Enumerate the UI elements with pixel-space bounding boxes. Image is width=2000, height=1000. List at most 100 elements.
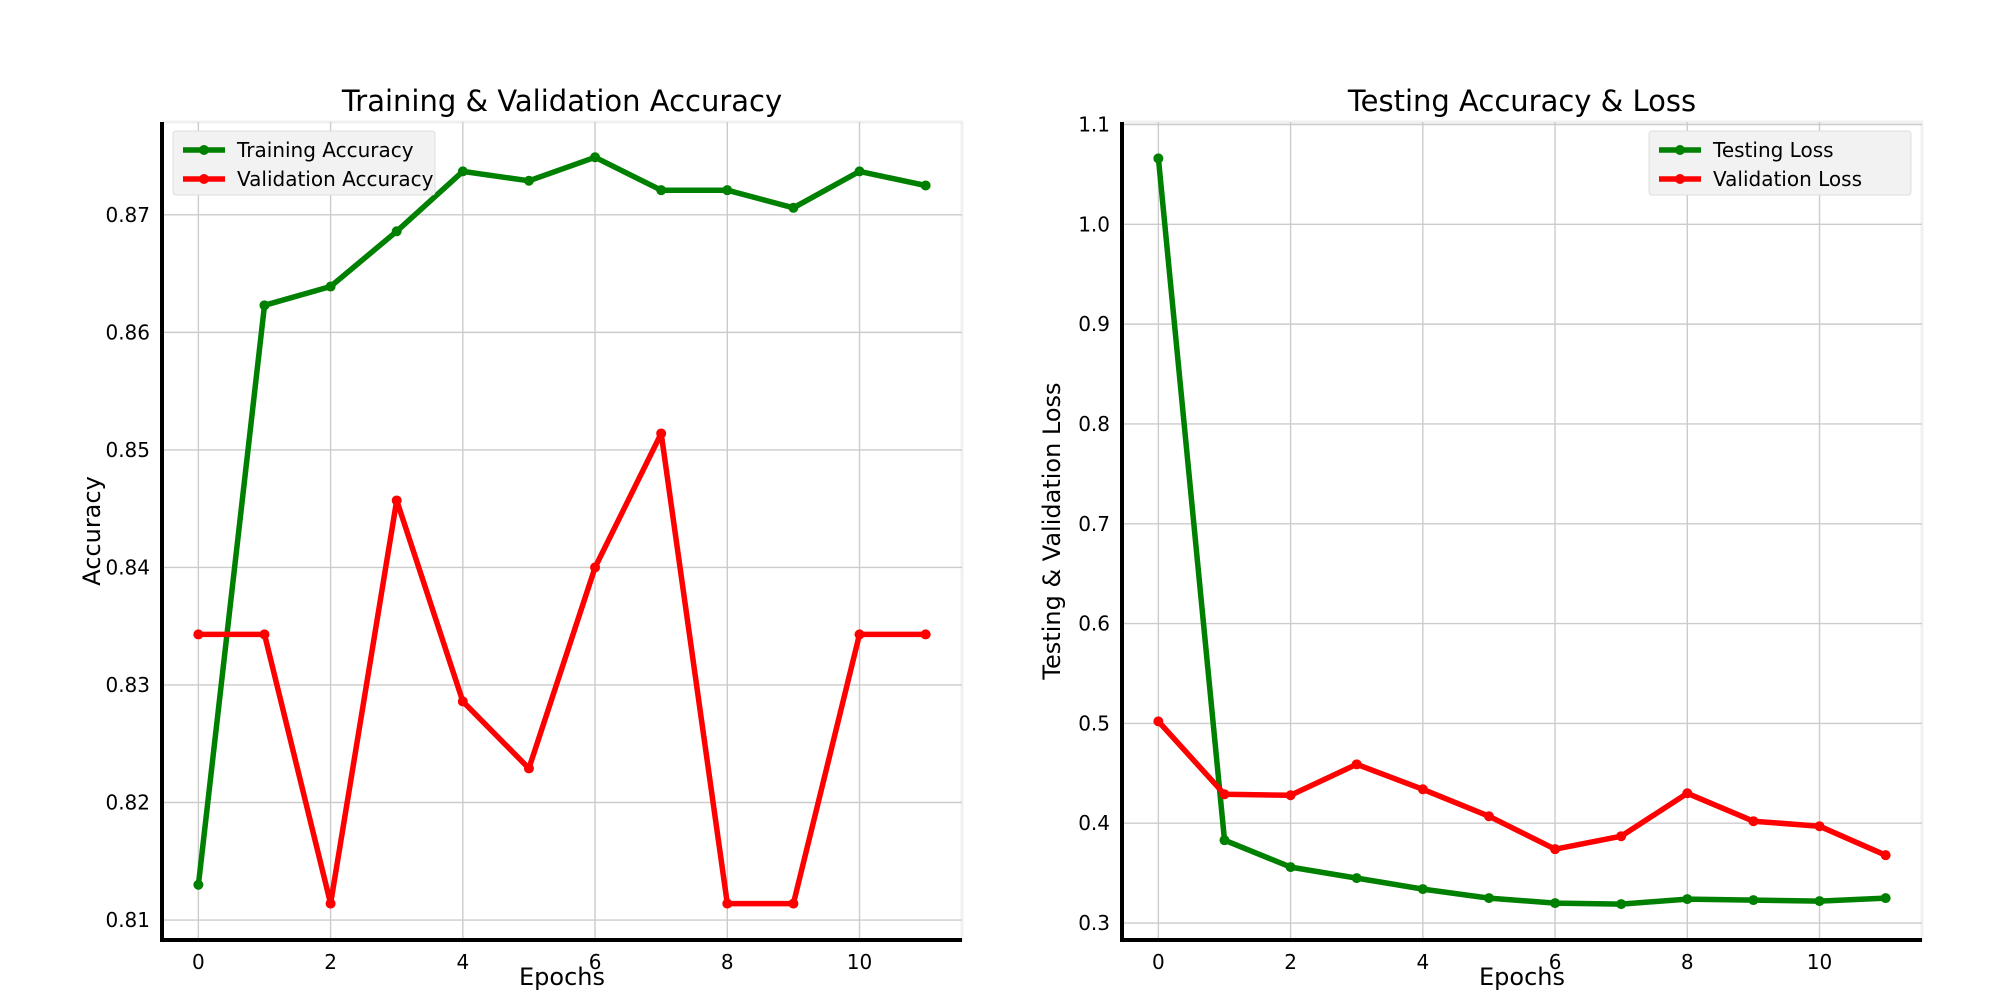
y-tick-label: 0.3 bbox=[1078, 911, 1110, 935]
data-point-validation-accuracy bbox=[325, 898, 336, 909]
y-axis-label: Accuracy bbox=[78, 476, 106, 586]
data-point-testing-loss bbox=[1285, 862, 1296, 873]
y-tick-label: 0.9 bbox=[1078, 312, 1110, 336]
data-point-testing-loss bbox=[1748, 895, 1759, 906]
legend-marker-testing-loss bbox=[1675, 145, 1685, 155]
legend-box bbox=[1648, 130, 1912, 196]
chart-title: Training & Validation Accuracy bbox=[341, 84, 782, 118]
data-point-training-accuracy bbox=[193, 879, 204, 890]
data-point-validation-accuracy bbox=[457, 696, 468, 707]
data-point-testing-loss bbox=[1814, 896, 1825, 907]
y-tick-label: 0.82 bbox=[105, 790, 150, 814]
y-tick-label: 0.83 bbox=[105, 673, 150, 697]
data-point-validation-loss bbox=[1417, 784, 1428, 795]
legend-marker-validation-accuracy bbox=[199, 174, 209, 184]
data-point-training-accuracy bbox=[590, 152, 601, 163]
y-tick-label: 0.81 bbox=[105, 908, 150, 932]
plot-area bbox=[160, 120, 964, 942]
data-point-testing-loss bbox=[1483, 893, 1494, 904]
grid bbox=[1122, 122, 1922, 940]
data-point-validation-accuracy bbox=[722, 898, 733, 909]
data-point-testing-loss bbox=[1550, 898, 1561, 909]
data-point-validation-accuracy bbox=[193, 629, 204, 640]
y-tick-label: 0.8 bbox=[1078, 412, 1110, 436]
legend: Testing Loss Validation Loss bbox=[1648, 130, 1912, 196]
series-line-validation-loss bbox=[1155, 718, 1889, 858]
data-point-validation-accuracy bbox=[391, 495, 402, 506]
data-point-validation-loss bbox=[1351, 759, 1362, 770]
legend-box bbox=[172, 130, 436, 196]
y-tick-label: 1.1 bbox=[1078, 112, 1110, 136]
data-point-training-accuracy bbox=[854, 166, 865, 177]
x-tick-label: 2 bbox=[324, 950, 337, 974]
x-tick-label: 4 bbox=[456, 950, 469, 974]
x-tick-label: 8 bbox=[721, 950, 734, 974]
data-point-training-accuracy bbox=[457, 166, 468, 177]
data-point-validation-loss bbox=[1616, 831, 1627, 842]
data-point-testing-loss bbox=[1880, 893, 1891, 904]
data-point-training-accuracy bbox=[920, 180, 931, 191]
data-point-testing-loss bbox=[1616, 899, 1627, 910]
x-tick-label: 4 bbox=[1416, 950, 1429, 974]
legend: Training Accuracy Validation Accuracy bbox=[172, 130, 436, 196]
grid bbox=[162, 122, 962, 940]
data-point-testing-loss bbox=[1351, 873, 1362, 884]
series-line-testing-loss bbox=[1155, 155, 1889, 907]
y-axis-label: Testing & Validation Loss bbox=[1038, 382, 1066, 680]
x-tick-label: 10 bbox=[1807, 950, 1832, 974]
data-point-validation-accuracy bbox=[920, 629, 931, 640]
data-point-validation-accuracy bbox=[656, 428, 667, 439]
y-tick-label: 0.4 bbox=[1078, 811, 1110, 835]
legend-label-validation-accuracy: Validation Accuracy bbox=[237, 167, 434, 191]
legend-marker-training-accuracy bbox=[199, 145, 209, 155]
data-point-training-accuracy bbox=[788, 202, 799, 213]
legend-label-testing-loss: Testing Loss bbox=[1712, 138, 1834, 162]
data-point-validation-accuracy bbox=[590, 562, 601, 573]
data-point-testing-loss bbox=[1682, 894, 1693, 905]
x-tick-label: 2 bbox=[1284, 950, 1297, 974]
x-tick-label: 10 bbox=[847, 950, 872, 974]
accuracy-chart: 0 2 4 6 8 10 0.81 0.82 0.83 0.84 0.85 0.86 0.87 Train… bbox=[78, 84, 964, 991]
loss-chart: 0 2 4 6 8 10 0.3 0.4 0.5 0.6 0.7 0.8 0.9 1.0 1.1 Testin… bbox=[1038, 84, 1924, 991]
y-tick-label: 0.7 bbox=[1078, 512, 1110, 536]
legend-label-validation-loss: Validation Loss bbox=[1713, 167, 1862, 191]
x-axis-label: Epochs bbox=[519, 963, 605, 991]
data-point-validation-loss bbox=[1748, 816, 1759, 827]
data-point-validation-loss bbox=[1219, 789, 1230, 800]
legend-label-training-accuracy: Training Accuracy bbox=[236, 138, 414, 162]
y-tick-label: 0.84 bbox=[105, 555, 150, 579]
data-point-training-accuracy bbox=[325, 281, 336, 292]
data-point-validation-loss bbox=[1483, 811, 1494, 822]
data-point-validation-accuracy bbox=[523, 763, 534, 774]
data-point-training-accuracy bbox=[391, 226, 402, 237]
x-tick-label: 6 bbox=[1549, 950, 1562, 974]
x-tick-label: 0 bbox=[192, 950, 205, 974]
data-point-training-accuracy bbox=[523, 175, 534, 186]
x-tick-label: 6 bbox=[589, 950, 602, 974]
data-point-validation-loss bbox=[1550, 844, 1561, 855]
y-tick-label: 0.86 bbox=[105, 320, 150, 344]
legend-marker-validation-loss bbox=[1675, 174, 1685, 184]
data-point-validation-accuracy bbox=[788, 898, 799, 909]
chart-title: Testing Accuracy & Loss bbox=[1347, 84, 1696, 118]
x-tick-label: 8 bbox=[1681, 950, 1694, 974]
y-tick-label: 0.5 bbox=[1078, 711, 1110, 735]
x-tick-label: 0 bbox=[1152, 950, 1165, 974]
y-tick-label: 0.6 bbox=[1078, 612, 1110, 636]
data-point-testing-loss bbox=[1417, 884, 1428, 895]
series-line-validation-accuracy bbox=[195, 430, 929, 907]
data-point-validation-loss bbox=[1880, 850, 1891, 861]
plot-area bbox=[1120, 120, 1924, 942]
y-tick-label: 1.0 bbox=[1078, 212, 1110, 236]
data-point-validation-loss bbox=[1153, 716, 1164, 727]
y-tick-label: 0.87 bbox=[105, 203, 150, 227]
data-point-validation-loss bbox=[1814, 821, 1825, 832]
data-point-training-accuracy bbox=[722, 185, 733, 196]
data-point-validation-accuracy bbox=[259, 629, 270, 640]
data-point-validation-loss bbox=[1682, 788, 1693, 799]
series-line-training-accuracy bbox=[195, 154, 929, 888]
data-point-testing-loss bbox=[1153, 153, 1164, 164]
data-point-training-accuracy bbox=[259, 300, 270, 311]
x-axis-label: Epochs bbox=[1479, 963, 1565, 991]
